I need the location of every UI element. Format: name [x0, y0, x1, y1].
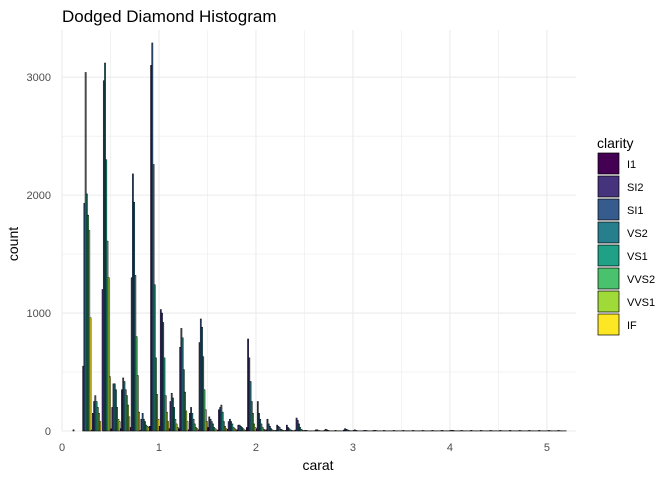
x-tick-label: 3 [350, 442, 356, 454]
y-axis-title: count [5, 227, 21, 261]
bar-vvs1 [185, 410, 188, 432]
bar-if [109, 376, 111, 432]
y-tick-label: 0 [45, 426, 51, 438]
bar-if [138, 411, 140, 432]
legend-label-if: IF [627, 320, 637, 332]
legend-label-vs2: VS2 [627, 228, 648, 240]
chart-title: Dodged Diamond Histogram [62, 7, 277, 26]
legend-label-si2: SI2 [627, 182, 644, 194]
legend-key-si2 [597, 175, 620, 198]
x-tick-label: 2 [253, 442, 259, 454]
bar-if [186, 421, 189, 432]
x-tick-label: 1 [156, 442, 162, 454]
y-tick-label: 1000 [27, 308, 51, 320]
bar-vvs2 [252, 413, 254, 432]
plot-grid [61, 30, 576, 432]
x-tick-label: 5 [544, 442, 550, 454]
bar-if [118, 421, 121, 432]
bars [72, 42, 567, 432]
legend-label-si1: SI1 [627, 205, 644, 217]
legend-key-vvs2 [597, 267, 620, 290]
bar-vvs2 [300, 428, 303, 432]
legend-key-i1 [597, 152, 620, 175]
legend-key-vs1 [597, 244, 620, 267]
bar-if [167, 421, 169, 432]
legend-label-vs1: VS1 [627, 251, 648, 263]
y-axis-ticks: 0 1000 2000 3000 [27, 72, 51, 438]
bar-if [128, 416, 131, 432]
legend: clarity I1 SI2 SI1 VS2 VS1 VVS2 VVS1 IF [597, 135, 655, 336]
legend-key-vvs1 [597, 290, 620, 313]
x-axis-ticks: 0 1 2 3 4 5 [59, 442, 550, 454]
bar-if [99, 421, 102, 432]
bar-if [157, 418, 160, 432]
y-tick-label: 3000 [27, 72, 51, 84]
x-tick-label: 4 [447, 442, 453, 454]
legend-label-i1: I1 [627, 159, 636, 171]
legend-key-si1 [597, 198, 620, 221]
bar-vvs1 [156, 394, 159, 432]
bar-vvs1 [204, 409, 207, 432]
bar-vvs1 [136, 375, 139, 432]
bar-if [89, 317, 92, 432]
legend-label-vvs2: VVS2 [627, 274, 655, 286]
bar-vvs1 [107, 277, 110, 432]
y-tick-label: 2000 [27, 190, 51, 202]
bar-si2 [72, 429, 75, 432]
legend-key-vs2 [597, 221, 620, 244]
x-axis-title: carat [302, 457, 333, 473]
legend-key-if [597, 313, 620, 336]
legend-label-vvs1: VVS1 [627, 297, 655, 309]
legend-title: clarity [597, 135, 634, 151]
x-tick-label: 0 [59, 442, 65, 454]
bar-vs1 [163, 357, 166, 432]
bar-if [206, 421, 208, 432]
